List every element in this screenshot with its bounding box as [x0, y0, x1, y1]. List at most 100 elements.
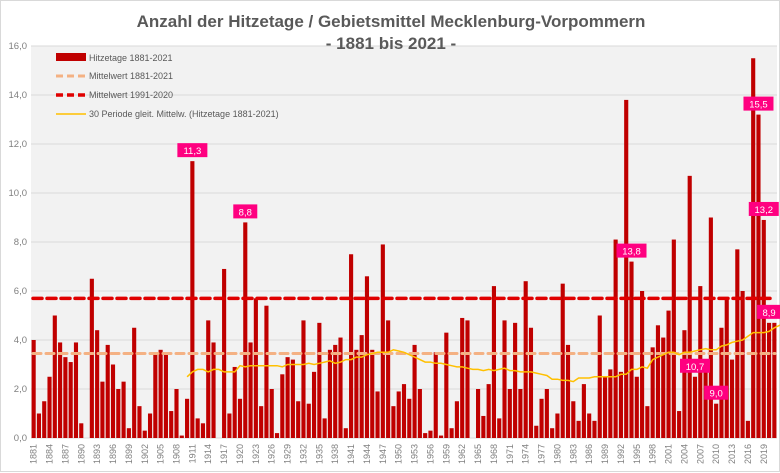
moving-average-line [186, 324, 780, 383]
bar [460, 317, 465, 438]
bar [179, 435, 184, 438]
data-label: 13,8 [622, 247, 641, 258]
bar [708, 217, 713, 438]
legend-label-moving-average: 30 Periode gleit. Mittelw. (Hitzetage 18… [89, 109, 279, 119]
bar [767, 322, 772, 438]
chart-subtitle: - 1881 bis 2021 - [326, 34, 456, 53]
x-tick-label: 1974 [521, 444, 531, 464]
bar [465, 320, 470, 438]
bar [142, 430, 147, 438]
data-label: 15,5 [749, 100, 768, 111]
data-labels: 11,3 8,8 13,8 10,7 9,0 15,5 13,2 8,9 [177, 96, 780, 400]
bar [502, 320, 507, 438]
bar [200, 423, 206, 438]
data-label: 11,3 [183, 146, 201, 157]
x-tick-label: 1977 [537, 444, 547, 464]
bar [751, 58, 756, 438]
bar [560, 283, 565, 438]
bar [296, 401, 301, 438]
bar [63, 357, 68, 438]
bar [158, 349, 163, 438]
y-axis: 0,0 2,0 4,0 6,0 8,0 10,0 12,0 14,0 16,0 [9, 41, 28, 444]
bar [185, 398, 190, 438]
data-label-box [177, 143, 208, 158]
legend-label-mean-recent: Mittelwert 1991-2020 [89, 90, 173, 100]
x-tick-label: 1932 [298, 444, 308, 464]
bar [396, 391, 401, 438]
data-label-box [743, 96, 774, 111]
moving-average [186, 324, 780, 383]
x-tick-label: 1983 [568, 444, 578, 464]
bar [359, 335, 364, 438]
x-tick-label: 1947 [378, 444, 388, 464]
bar [682, 330, 687, 438]
bar [655, 325, 661, 438]
y-tick-label: 0,0 [14, 433, 27, 444]
bar [602, 376, 608, 438]
x-tick-label: 1953 [410, 444, 420, 464]
x-tick-label: 1935 [314, 444, 324, 464]
x-tick-label: 1926 [267, 444, 277, 464]
data-label: 10,7 [686, 362, 705, 373]
bar [703, 364, 708, 438]
bar [724, 298, 729, 438]
bar [534, 425, 539, 438]
x-tick-label: 2013 [727, 444, 737, 464]
bar [227, 413, 232, 438]
bar [497, 418, 502, 438]
y-tick-label: 16,0 [9, 41, 28, 52]
bar [719, 327, 724, 438]
bar [343, 428, 348, 438]
bar [290, 359, 295, 438]
data-label: 8,8 [239, 207, 252, 218]
bar [195, 418, 200, 438]
data-label-box [233, 204, 258, 219]
x-tick-label: 1911 [187, 444, 197, 463]
bar [259, 406, 264, 438]
bar [634, 376, 639, 438]
bar [95, 330, 100, 438]
x-tick-label: 1929 [283, 444, 293, 464]
bar [756, 114, 761, 438]
data-label-box [679, 358, 710, 373]
bar [666, 310, 671, 438]
bar [735, 249, 740, 438]
bar [692, 376, 698, 438]
bar [407, 398, 412, 438]
bar [42, 401, 47, 438]
bar [317, 322, 322, 438]
bar [121, 381, 126, 438]
bar [513, 322, 518, 438]
bar [58, 342, 63, 438]
bar [491, 286, 497, 438]
x-tick-label: 1938 [330, 444, 340, 464]
bar [613, 239, 618, 438]
bar [539, 398, 544, 438]
bar [380, 244, 385, 438]
bar [629, 261, 634, 438]
x-tick-label: 1989 [600, 444, 610, 464]
x-tick-label: 1920 [235, 444, 245, 464]
bar [745, 420, 750, 438]
bar [73, 342, 79, 438]
bar [311, 371, 317, 438]
data-label: 8,9 [762, 308, 775, 319]
bar [132, 327, 137, 438]
y-tick-label: 10,0 [9, 188, 28, 199]
legend-label-mean-all: Mittelwert 1881-2021 [89, 71, 173, 81]
x-tick-label: 1893 [92, 444, 102, 464]
bar [565, 344, 571, 438]
bar [79, 423, 84, 438]
bar [36, 413, 41, 438]
y-tick-label: 8,0 [14, 237, 27, 248]
y-tick-label: 6,0 [14, 286, 27, 297]
bar [661, 337, 666, 438]
bar [449, 428, 454, 438]
x-tick-label: 1998 [648, 444, 658, 464]
bar [423, 433, 428, 438]
x-tick-label: 1914 [203, 444, 213, 464]
data-label-box [757, 304, 780, 319]
legend: Hitzetage 1881-2021 Mittelwert 1881-2021… [56, 53, 279, 119]
data-label-box [616, 243, 647, 258]
bar [47, 376, 52, 438]
